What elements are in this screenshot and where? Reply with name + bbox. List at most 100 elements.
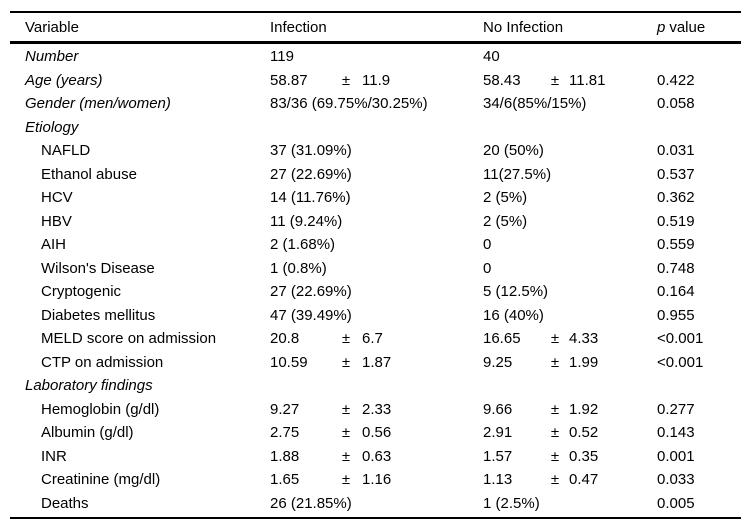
p-value: 0.005 (657, 494, 695, 512)
no-infection-value: 5 (12.5%) (483, 283, 549, 301)
table-row: Number 119 40 (10, 45, 741, 69)
no-infection-value: 11(27.5%) (483, 165, 552, 183)
infection-value: 83/36 (69.75%/30.25%) (270, 95, 428, 113)
table-row: Etiology (10, 116, 741, 140)
row-label: INR (41, 447, 67, 465)
column-header-p-value: p value (642, 19, 741, 36)
mean-value: 20.8 (270, 330, 300, 348)
mean-value: 9.66 (483, 400, 513, 418)
table-row: Diabetes mellitus 47 (39.49%) 16 (40%) 0.95… (10, 304, 741, 328)
row-label: Number (25, 48, 79, 66)
p-value: 0.422 (657, 71, 695, 89)
sd-value: 1.16 (362, 471, 392, 489)
plus-minus-symbol: ± (341, 447, 351, 465)
plus-minus-symbol: ± (550, 353, 560, 371)
p-value-word: value (669, 18, 706, 36)
plus-minus-symbol: ± (341, 330, 351, 348)
table-row: NAFLD 37 (31.09%) 20 (50%) 0.031 (10, 139, 741, 163)
row-label: Albumin (g/dl) (41, 424, 134, 442)
mean-value: 1.65 (270, 471, 300, 489)
no-infection-value: 40 (483, 48, 500, 66)
mean-value: 1.13 (483, 471, 513, 489)
infection-value: 37 (31.09%) (270, 142, 352, 160)
no-infection-value: 0 (483, 259, 492, 277)
table-row: HBV 11 (9.24%) 2 (5%) 0.519 (10, 210, 741, 234)
table-row: Wilson's Disease 1 (0.8%) 0 0.748 (10, 257, 741, 281)
infection-value: 27 (22.69%) (270, 165, 352, 183)
row-label: MELD score on admission (41, 330, 217, 348)
sd-value: 1.87 (362, 353, 392, 371)
table-row: Laboratory findings (10, 374, 741, 398)
infection-value: 58.87 ±11.9 (255, 72, 468, 89)
table-row: Hemoglobin (g/dl) 9.27 ±2.33 9.66 ±1.92 0.277 (10, 398, 741, 422)
table-row: AIH 2 (1.68%) 0 0.559 (10, 233, 741, 257)
no-infection-value: 20 (50%) (483, 142, 544, 160)
sd-value: 1.92 (569, 400, 599, 418)
mean-value: 58.87 (270, 71, 308, 89)
row-label: Etiology (25, 118, 79, 136)
infection-value: 20.8 ±6.7 (255, 330, 468, 347)
infection-value: 119 (270, 48, 294, 66)
p-value: 0.143 (657, 424, 695, 442)
column-header-infection: Infection (270, 18, 327, 36)
infection-value: 9.27 ±2.33 (255, 401, 468, 418)
infection-value: 26 (21.85%) (270, 494, 352, 512)
p-value: <0.001 (657, 353, 704, 371)
table-header-row: Variable Infection No Infection p value (10, 11, 741, 44)
p-value: 0.748 (657, 259, 695, 277)
no-infection-value: 2 (5%) (483, 212, 528, 230)
row-label: NAFLD (41, 142, 91, 160)
p-value-symbol: p (657, 18, 666, 36)
table-row: Gender (men/women) 83/36 (69.75%/30.25%) 3… (10, 92, 741, 116)
sd-value: 0.35 (569, 447, 599, 465)
sd-value: 0.63 (362, 447, 392, 465)
mean-value: 2.91 (483, 424, 513, 442)
mean-value: 58.43 (483, 71, 521, 89)
infection-value: 2.75 ±0.56 (255, 424, 468, 441)
row-label: Age (years) (25, 71, 103, 89)
table-row: INR 1.88 ±0.63 1.57 ±0.35 0.001 (10, 445, 741, 469)
comparison-table: Variable Infection No Infection p value N… (10, 11, 741, 519)
row-label: HCV (41, 189, 73, 207)
sd-value: 2.33 (362, 400, 392, 418)
table-body: Number 119 40 Age (years) 58.87 ±11.9 58.43 ±11… (10, 44, 741, 519)
table-row: MELD score on admission 20.8 ±6.7 16.65 ±4.3… (10, 327, 741, 351)
infection-value: 1.65 ±1.16 (255, 471, 468, 488)
column-header-variable: Variable (25, 18, 79, 36)
infection-value: 47 (39.49%) (270, 306, 352, 324)
sd-value: 0.47 (569, 471, 599, 489)
row-label: Laboratory findings (25, 377, 153, 395)
no-infection-value: 9.25 ±1.99 (468, 354, 642, 371)
row-label: Diabetes mellitus (41, 306, 156, 324)
plus-minus-symbol: ± (341, 353, 351, 371)
no-infection-value: 16 (40%) (483, 306, 544, 324)
p-value: 0.001 (657, 447, 695, 465)
table-row: CTP on admission 10.59 ±1.87 9.25 ±1.99 <0.00… (10, 351, 741, 375)
p-value: 0.559 (657, 236, 695, 254)
sd-value: 11.9 (362, 71, 391, 89)
no-infection-value: 58.43 ±11.81 (468, 72, 642, 89)
row-label: HBV (41, 212, 72, 230)
mean-value: 1.88 (270, 447, 300, 465)
row-label: Ethanol abuse (41, 165, 137, 183)
plus-minus-symbol: ± (341, 71, 351, 89)
plus-minus-symbol: ± (550, 471, 560, 489)
table-row: Ethanol abuse 27 (22.69%) 11(27.5%) 0.537 (10, 163, 741, 187)
plus-minus-symbol: ± (550, 447, 560, 465)
p-value: 0.031 (657, 142, 695, 160)
mean-value: 10.59 (270, 353, 308, 371)
mean-value: 2.75 (270, 424, 300, 442)
plus-minus-symbol: ± (550, 400, 560, 418)
no-infection-value: 1.57 ±0.35 (468, 448, 642, 465)
plus-minus-symbol: ± (341, 471, 351, 489)
infection-value: 27 (22.69%) (270, 283, 352, 301)
table-row: Deaths 26 (21.85%) 1 (2.5%) 0.005 (10, 492, 741, 516)
p-value: 0.537 (657, 165, 695, 183)
row-label: Hemoglobin (g/dl) (41, 400, 160, 418)
plus-minus-symbol: ± (341, 424, 351, 442)
row-label: Creatinine (mg/dl) (41, 471, 161, 489)
sd-value: 4.33 (569, 330, 599, 348)
no-infection-value: 1.13 ±0.47 (468, 471, 642, 488)
no-infection-value: 0 (483, 236, 492, 254)
plus-minus-symbol: ± (341, 400, 351, 418)
